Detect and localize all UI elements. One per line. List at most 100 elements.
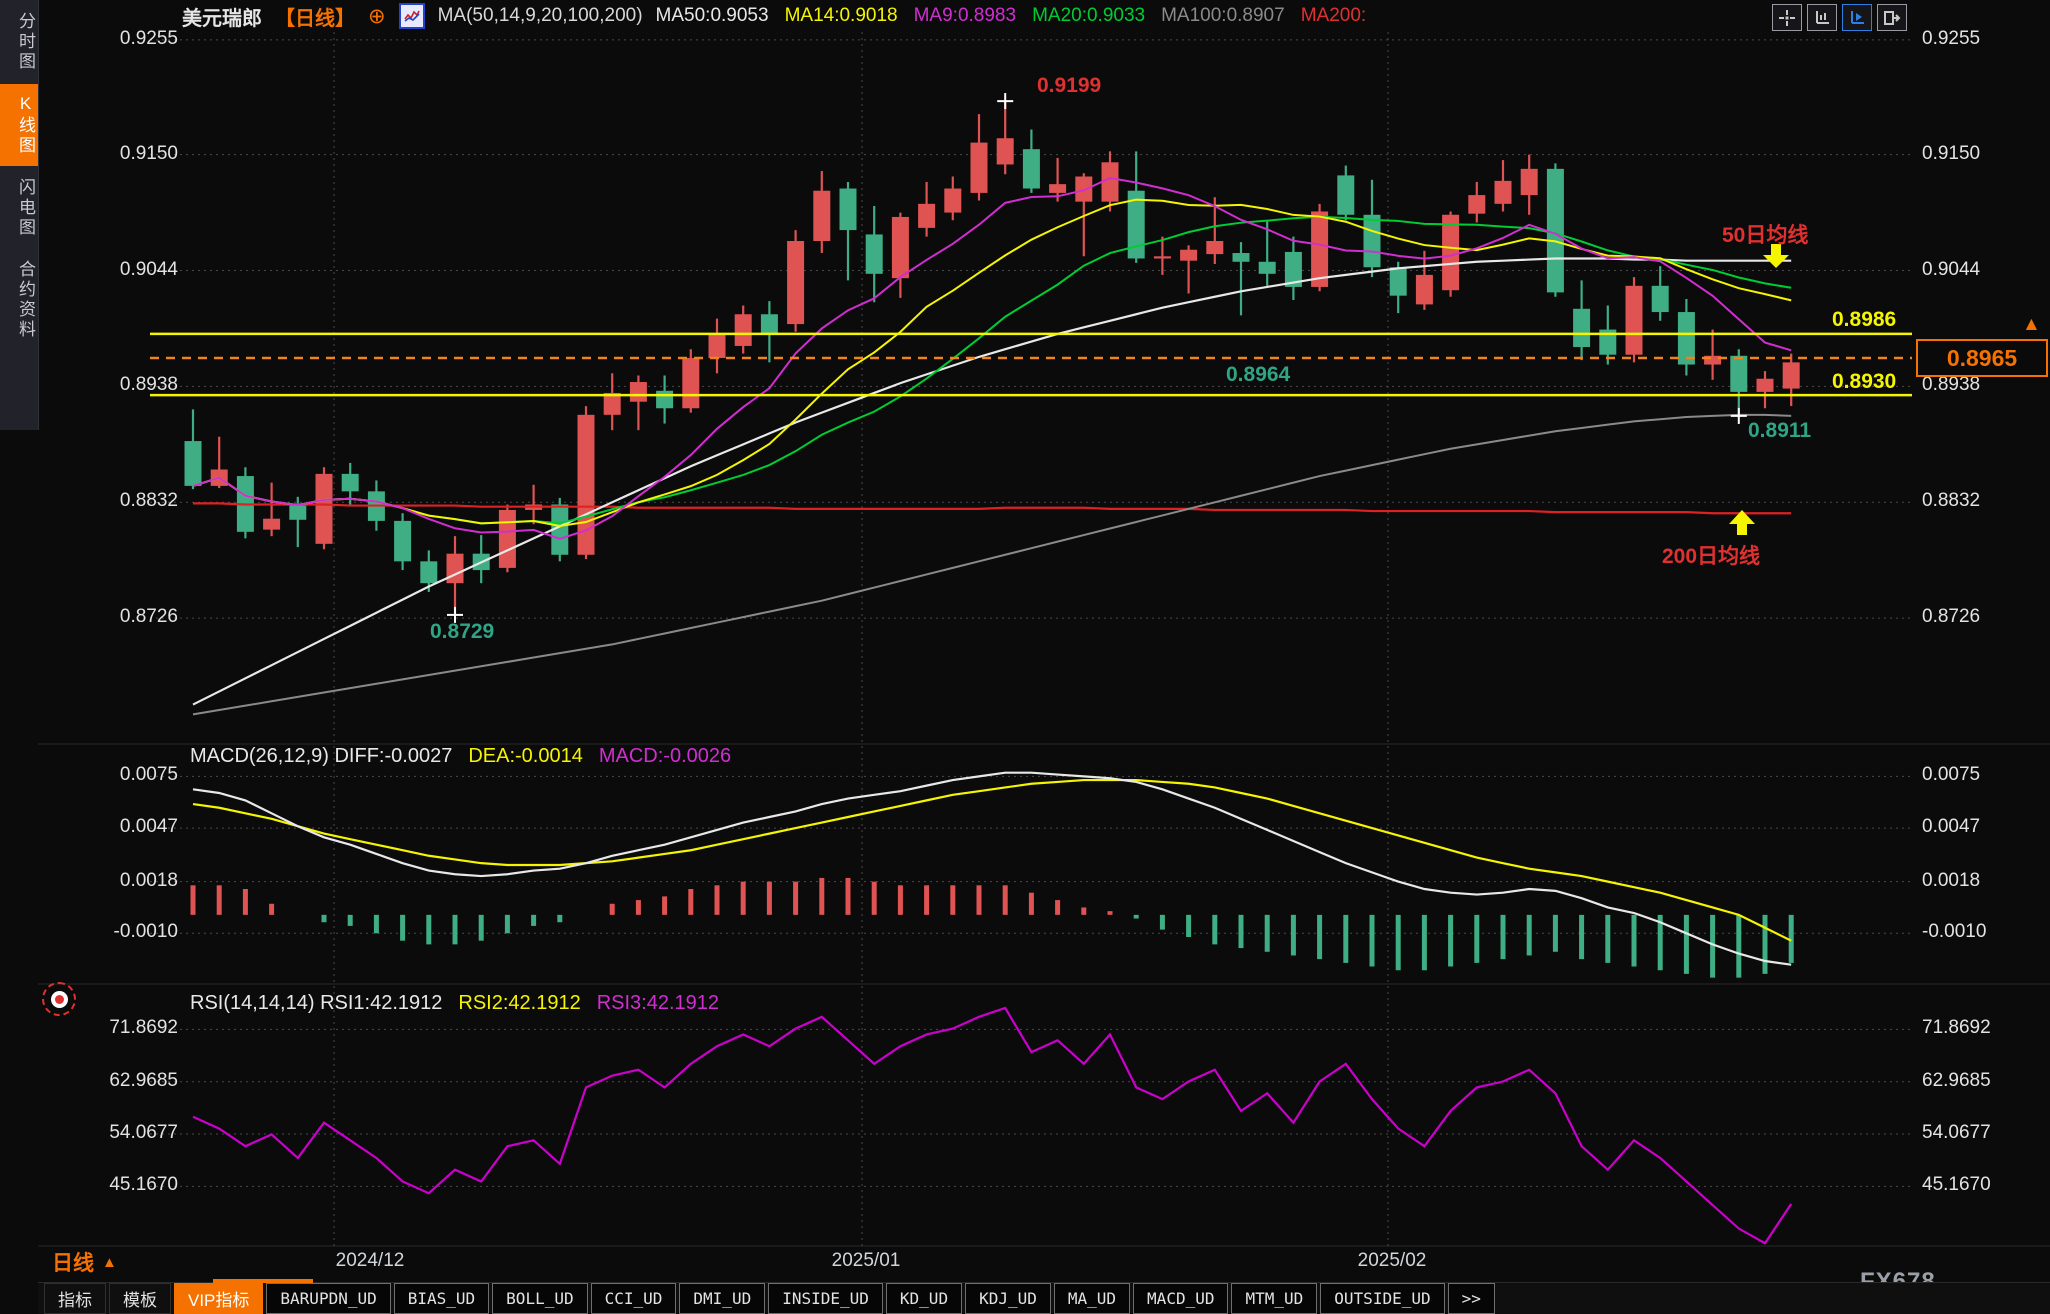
candle (918, 203, 936, 228)
candle (787, 241, 805, 325)
candle (1127, 190, 1145, 259)
period-selector[interactable]: 日线 ▲ (52, 1247, 117, 1277)
candle (1625, 285, 1643, 355)
indicator-params: MA(50,14,9,20,100,200) (437, 5, 643, 26)
rsi-header-item-1: RSI2:42.1912 (458, 992, 581, 1014)
candle (656, 390, 674, 409)
axis-scale-active-icon[interactable] (1842, 4, 1872, 31)
candle (1049, 184, 1067, 193)
bottom-tab-BIAS_UD[interactable]: BIAS_UD (393, 1283, 490, 1314)
latest-bar-arrow-icon[interactable]: ▲ (2022, 314, 2041, 335)
candle (315, 473, 333, 544)
sidebar-item-lightning-chart[interactable]: 闪电图 (16, 178, 35, 238)
period-tag: 【日线】 (275, 7, 355, 30)
sidebar-item-timeline-chart[interactable]: 分时图 (16, 12, 35, 72)
ma-legend-item-3: MA20:0.9033 (1032, 5, 1146, 26)
candle (420, 561, 438, 584)
bottom-tab-BOLL_UD[interactable]: BOLL_UD (492, 1283, 588, 1314)
candle (498, 509, 516, 568)
bottom-tab-BARUPDN_UD[interactable]: BARUPDN_UD (266, 1283, 391, 1314)
candle (760, 314, 778, 336)
candle (1337, 175, 1355, 215)
ma-legend: MA50:0.9053 MA14:0.9018 MA9:0.8983 MA20:0.9… (656, 5, 1367, 27)
bottom-tab-MA_UD[interactable]: MA_UD (1053, 1283, 1131, 1314)
price-pane[interactable] (150, 32, 1912, 1246)
ma-legend-item-2: MA9:0.8983 (913, 5, 1017, 26)
pane-exit-icon[interactable] (1877, 4, 1907, 31)
candle (551, 504, 569, 555)
candle (970, 142, 988, 193)
period-selector-arrow-icon: ▲ (102, 1253, 117, 1271)
crosshair-target-icon[interactable]: ⊕ (368, 4, 386, 28)
indicator-toolbar: 指标 模板 VIP指标 BARUPDN_UD BIAS_UD BOLL_UD CCI_UD D… (38, 1282, 2050, 1314)
sidebar-item-candle-chart[interactable]: K线图 (0, 84, 38, 166)
candle (341, 473, 359, 492)
candle (1415, 274, 1433, 305)
candle (1730, 355, 1748, 392)
chart-type-icon[interactable] (398, 3, 425, 29)
ma-legend-item-0: MA50:0.9053 (655, 5, 769, 26)
bottom-tab->>[interactable]: >> (1447, 1283, 1495, 1314)
candle (1442, 214, 1460, 291)
candle (603, 392, 621, 415)
bottom-tab-模板[interactable]: 模板 (109, 1283, 171, 1314)
left-sidebar: 分时图 K线图 闪电图 合约资料 (0, 0, 39, 430)
candle (446, 553, 464, 584)
ma-legend-item-1: MA14:0.9018 (784, 5, 898, 26)
candle (1101, 162, 1119, 202)
candle (1180, 249, 1198, 261)
candle (1599, 329, 1617, 355)
symbol-title: 美元瑞郎 (182, 7, 262, 30)
bottom-tab-OUTSIDE_UD[interactable]: OUTSIDE_UD (1320, 1283, 1445, 1314)
candle (1389, 267, 1407, 296)
candle (184, 441, 202, 486)
bottom-tab-INSIDE_UD[interactable]: INSIDE_UD (768, 1283, 883, 1314)
candle (1468, 195, 1486, 214)
candle (813, 190, 831, 242)
rsi-header: RSI(14,14,14) RSI1:42.1912 RSI2:42.1912 RS… (190, 992, 719, 1015)
bottom-tab-KD_UD[interactable]: KD_UD (885, 1283, 963, 1314)
candle (577, 414, 595, 555)
candle (1704, 355, 1722, 365)
candle (891, 216, 909, 279)
candle (1075, 176, 1093, 202)
candle (1311, 211, 1329, 287)
period-selector-label: 日线 (52, 1252, 94, 1275)
bottom-tab-MTM_UD[interactable]: MTM_UD (1231, 1283, 1318, 1314)
last-price-tag: 0.8965 (1916, 339, 2048, 377)
alert-sun-icon[interactable] (42, 982, 76, 1016)
rsi-pane[interactable] (192, 1006, 1793, 1245)
bottom-tab-指标[interactable]: 指标 (44, 1283, 106, 1314)
candle (1363, 214, 1381, 268)
candle (708, 333, 726, 358)
candle (1756, 378, 1774, 392)
candle (1651, 285, 1669, 313)
sidebar-item-contract-info[interactable]: 合约资料 (16, 260, 35, 340)
sun-ring (50, 990, 68, 1008)
sun-core (54, 994, 64, 1004)
chart-tools (1772, 4, 1907, 31)
bottom-tab-VIP指标[interactable]: VIP指标 (174, 1283, 264, 1314)
macd-header-item-0: MACD(26,12,9) DIFF:-0.0027 (190, 745, 453, 767)
candle (1258, 261, 1276, 274)
candle (394, 520, 412, 562)
candle (1782, 362, 1800, 389)
crosshair-tool-icon[interactable] (1772, 4, 1802, 31)
active-tab-underline (213, 1279, 313, 1283)
candle (1022, 149, 1040, 189)
bottom-tab-CCI_UD[interactable]: CCI_UD (590, 1283, 677, 1314)
axis-scale-icon[interactable] (1807, 4, 1837, 31)
bottom-tab-KDJ_UD[interactable]: KDJ_UD (965, 1283, 1051, 1314)
candle (263, 518, 281, 530)
candle (839, 188, 857, 231)
candle (996, 138, 1014, 165)
macd-header-item-1: DEA:-0.0014 (468, 745, 583, 767)
macd-pane[interactable] (190, 771, 1794, 978)
candle (1284, 251, 1302, 287)
bottom-tab-DMI_UD[interactable]: DMI_UD (679, 1283, 766, 1314)
candle (1232, 253, 1250, 262)
bottom-tab-MACD_UD[interactable]: MACD_UD (1133, 1283, 1229, 1314)
ma-legend-item-5: MA200: (1300, 5, 1367, 26)
